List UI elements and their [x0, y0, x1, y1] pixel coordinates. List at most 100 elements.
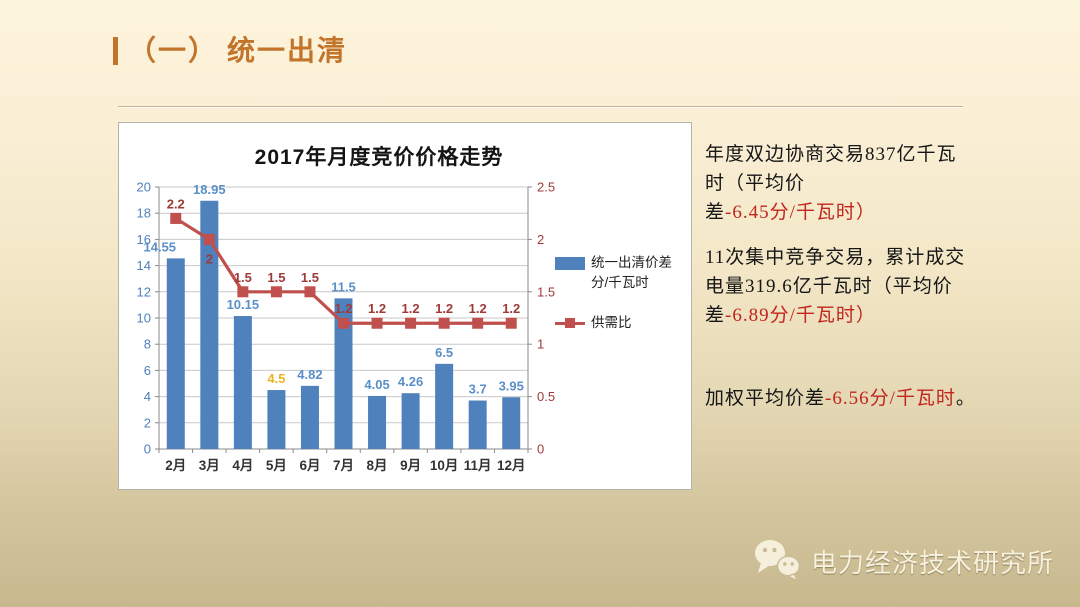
chart-plot-area: 0246810121416182000.511.522.514.5518.951… — [137, 180, 556, 474]
bar-value-label: 14.55 — [143, 239, 176, 254]
note-segment: 加权平均价差 — [705, 388, 826, 409]
section-title: （一） 统一出清 — [128, 36, 348, 67]
line-series-swatch — [555, 318, 585, 328]
bar-value-label: 3.7 — [469, 382, 487, 397]
bar-value-label: 4.5 — [267, 371, 285, 386]
line-value-label: 2.2 — [167, 196, 185, 211]
note-annual-bilateral-trade: 年度双边协商交易837亿千瓦时（平均价差-6.45分/千瓦时） — [705, 140, 967, 227]
right-axis-tick-label: 2.5 — [537, 180, 555, 195]
note-weighted-average-spread: 加权平均价差-6.56分/千瓦时。 — [705, 384, 1045, 413]
chart-legend: 统一出清价差分/千瓦时 供需比 — [555, 253, 689, 333]
note-segment: -6.45分/千瓦时） — [725, 202, 876, 223]
bar-value-label: 6.5 — [435, 345, 453, 360]
left-axis-tick-label: 6 — [144, 363, 151, 378]
line-value-label: 1.5 — [234, 270, 252, 285]
bar-value-label: 11.5 — [331, 279, 356, 294]
bar-12月 — [502, 397, 521, 449]
left-axis-tick-label: 10 — [137, 311, 151, 326]
line-marker-11月 — [472, 317, 484, 329]
note-segment: 。 — [955, 388, 976, 409]
bar-6月 — [300, 385, 319, 449]
footer-brand-text: 电力经济技术研究所 — [810, 547, 1054, 578]
line-value-label: 1.2 — [368, 301, 386, 316]
right-axis-tick-label: 0.5 — [537, 389, 555, 404]
left-axis-tick-label: 20 — [137, 180, 151, 195]
bar-series-swatch — [555, 257, 585, 270]
x-axis-label-6月: 6月 — [299, 458, 320, 473]
legend-item-line-series: 供需比 — [555, 313, 689, 333]
x-axis-label-11月: 11月 — [464, 458, 492, 473]
line-marker-9月 — [405, 317, 417, 329]
note-segment: 11次集中竞争交易，累计成交电量319.6亿千瓦时（平均价差 — [705, 247, 966, 326]
bar-7月 — [334, 298, 353, 449]
x-axis-label-5月: 5月 — [266, 458, 287, 473]
line-value-label: 2 — [206, 251, 213, 266]
line-marker-5月 — [270, 286, 282, 298]
right-axis-tick-label: 1.5 — [537, 284, 555, 299]
line-value-label: 1.2 — [402, 301, 420, 316]
line-marker-7月 — [338, 317, 349, 329]
bar-5月 — [267, 390, 286, 449]
bar-value-label: 10.15 — [227, 297, 260, 312]
line-value-label: 1.5 — [267, 270, 285, 285]
line-value-label: 1.2 — [469, 301, 487, 316]
left-axis-tick-label: 2 — [144, 415, 151, 430]
line-value-label: 1.5 — [301, 270, 319, 285]
footer-brand: 电力经济技术研究所 — [752, 537, 1054, 585]
line-value-label: 1.2 — [502, 301, 520, 316]
bar-value-label: 4.82 — [297, 367, 322, 382]
left-axis-tick-label: 16 — [137, 232, 151, 247]
line-marker-8月 — [371, 317, 383, 329]
left-axis-tick-label: 0 — [144, 442, 151, 457]
x-axis-label-2月: 2月 — [165, 458, 186, 473]
note-segment: 年度双边协商交易837亿千瓦时（平均价差 — [705, 144, 957, 223]
line-marker-4月 — [237, 286, 249, 298]
line-marker-6月 — [304, 286, 316, 298]
legend-item-bar-series: 统一出清价差分/千瓦时 — [555, 253, 689, 293]
x-axis-label-4月: 4月 — [232, 458, 253, 473]
x-axis-label-8月: 8月 — [367, 458, 388, 473]
bar-9月 — [401, 393, 420, 449]
left-axis-tick-label: 4 — [144, 389, 151, 404]
note-centralized-bidding-trade: 11次集中竞争交易，累计成交电量319.6亿千瓦时（平均价差-6.89分/千瓦时… — [705, 243, 967, 330]
x-axis-label-9月: 9月 — [400, 458, 421, 473]
bar-4月 — [233, 316, 252, 449]
right-axis-tick-label: 0 — [537, 442, 544, 457]
right-axis-tick-label: 1 — [537, 337, 544, 352]
left-axis-tick-label: 18 — [137, 206, 151, 221]
x-axis-label-12月: 12月 — [497, 458, 526, 473]
bar-8月 — [368, 395, 387, 449]
line-marker-12月 — [505, 317, 517, 329]
left-axis-tick-label: 12 — [137, 284, 151, 299]
legend-label-bar-series: 统一出清价差分/千瓦时 — [591, 255, 672, 290]
header-divider-line — [118, 106, 963, 108]
legend-label-line-series: 供需比 — [591, 315, 632, 330]
section-title-accent-bar — [113, 37, 118, 65]
line-marker-2月 — [170, 212, 182, 224]
x-axis-label-3月: 3月 — [199, 458, 220, 473]
line-value-label: 1.2 — [334, 301, 352, 316]
bar-11月 — [468, 400, 487, 449]
line-value-label: 1.2 — [435, 301, 453, 316]
note-segment: -6.89分/千瓦时） — [725, 305, 876, 326]
wechat-icon — [754, 540, 801, 583]
bar-value-label: 3.95 — [499, 378, 524, 393]
bar-value-label: 4.26 — [398, 374, 423, 389]
x-axis-label-10月: 10月 — [430, 458, 459, 473]
right-axis-tick-label: 2 — [537, 232, 544, 247]
bar-value-label: 4.05 — [364, 377, 389, 392]
bar-2月 — [166, 258, 185, 449]
x-axis-label-7月: 7月 — [333, 458, 354, 473]
chart-title: 2017年月度竞价价格走势 — [254, 146, 504, 169]
chart-panel: 0 2 4 6 8 10 12 14 16 18 20 0 0.5 1 1.5 2 2.5 14.55 18.95 1… — [118, 122, 692, 490]
bar-10月 — [435, 363, 454, 449]
note-segment: -6.56分/千瓦时 — [825, 388, 956, 409]
left-axis-tick-label: 14 — [137, 258, 151, 273]
line-marker-10月 — [438, 317, 450, 329]
line-marker-3月 — [203, 233, 215, 245]
bar-3月 — [200, 200, 219, 449]
line-series-marker-swatch — [565, 318, 575, 328]
left-axis-tick-label: 8 — [144, 337, 151, 352]
bar-value-label: 18.95 — [193, 182, 226, 197]
